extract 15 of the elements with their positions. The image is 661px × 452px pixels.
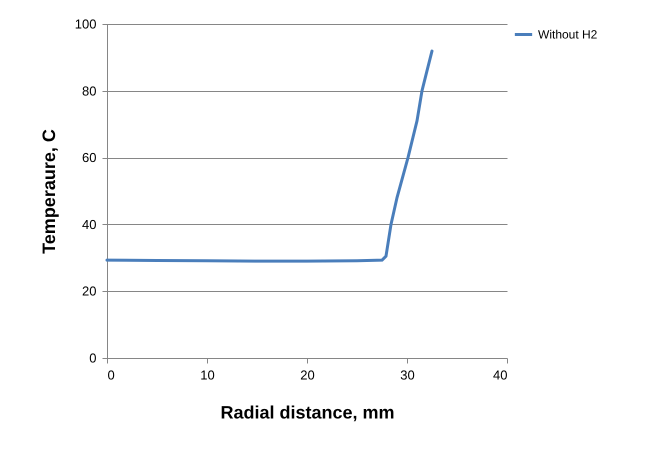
x-tick-label: 0 (108, 368, 115, 382)
x-tick-label: 30 (400, 368, 415, 382)
y-tick-label: 20 (82, 284, 96, 299)
x-tick-label: 20 (300, 368, 315, 382)
x-tick-label: 10 (200, 368, 215, 382)
y-tick-label: 60 (82, 150, 96, 166)
x-tick-label: 40 (493, 368, 508, 382)
y-tick-label: 40 (82, 216, 96, 232)
x-axis-title: Radial distance, mm (220, 402, 395, 422)
y-tick-label: 100 (74, 16, 96, 32)
y-tick-label: 80 (82, 83, 96, 98)
y-axis-title: Temperaure, C (38, 129, 59, 254)
legend-label: Without H2 (538, 28, 598, 42)
line-series (106, 50, 434, 263)
y-tick-label: 0 (89, 350, 96, 366)
